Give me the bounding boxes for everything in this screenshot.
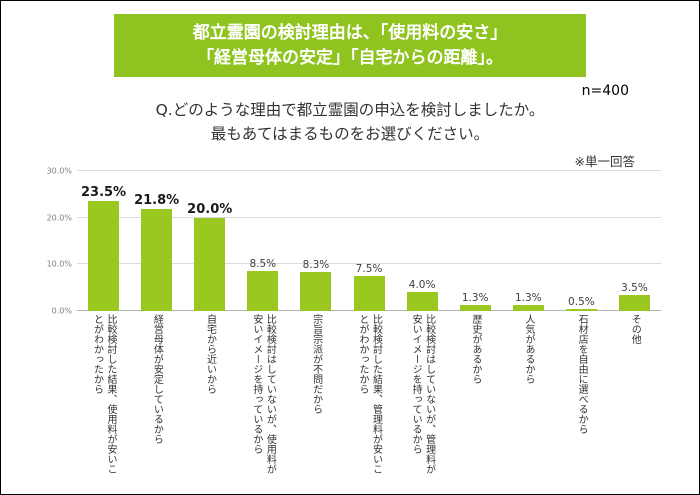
question-title: Q.どのような理由で都立霊園の申込を検討しましたか。 最もあてはまるものをお選び… — [1, 98, 699, 146]
y-axis-tick: 30.0% — [46, 166, 72, 176]
plot-area: 0.0% 10.0% 20.0% 30.0% 23.5% 21.8% 20.0% 8.5% 8… — [47, 167, 661, 316]
bar — [565, 308, 597, 311]
header-banner: 都立霊園の検討理由は、「使用料の安さ」 「経営母体の安定」「自宅からの距離」。 — [114, 14, 586, 78]
bar-value-label: 0.5% — [568, 295, 595, 308]
x-axis-label-text: 石材店を自由に選べるから — [576, 314, 588, 434]
bar-column: 3.5% — [608, 171, 661, 311]
bar-column: 20.0% — [183, 171, 236, 311]
x-axis-label: その他 — [608, 314, 661, 486]
bar-value-label: 1.3% — [514, 291, 542, 304]
single-answer-note: ※単一回答 — [574, 154, 635, 169]
x-axis-label-text: 自宅から近いから — [204, 314, 216, 394]
x-axis-label-text: 歴史があるから — [469, 314, 481, 384]
bar-value-label: 4.0% — [408, 279, 436, 292]
x-axis-label: 宗旨宗派が不問だから — [289, 314, 342, 486]
y-axis-tick: 10.0% — [46, 259, 72, 269]
bar-column: 1.3% — [502, 171, 555, 311]
bar — [141, 209, 173, 311]
bar-column: 7.5% — [342, 171, 395, 311]
bar-value-label: 23.5% — [80, 185, 127, 201]
bar — [618, 294, 650, 311]
x-axis-label: 比較検討はしていないが、管理料が安いイメージを持っているから — [396, 314, 449, 486]
x-axis-label: 石材店を自由に選べるから — [555, 314, 608, 486]
bar-column: 8.3% — [289, 171, 342, 311]
gridline — [77, 170, 661, 171]
bar-value-label: 7.5% — [355, 263, 383, 275]
bar — [300, 272, 332, 311]
x-axis-label-text: 比較検討はしていないが、管理料が安いイメージを持っているから — [410, 314, 435, 474]
x-axis-label: 人気があるから — [502, 314, 555, 486]
bar — [459, 304, 491, 311]
gridline — [77, 216, 661, 218]
sample-size: n=400 — [581, 83, 629, 99]
x-axis-label-text: 経営母体が安定しているから — [151, 314, 163, 444]
bar-column: 21.8% — [130, 171, 183, 311]
bar — [406, 292, 438, 311]
bar-column: 0.5% — [555, 171, 608, 311]
x-axis-labels: 比較検討した結果、使用料が安いことがわかったから 経営母体が安定しているから 自宅か… — [77, 314, 661, 486]
question-line2: 最もあてはまるものをお選びください。 — [210, 125, 490, 144]
bar — [88, 201, 120, 311]
bar — [353, 276, 385, 311]
bar — [512, 304, 544, 311]
gridline — [77, 263, 661, 265]
bar-value-label: 20.0% — [187, 201, 233, 217]
x-axis-label-text: 比較検討した結果、管理料が安いことがわかったから — [357, 314, 382, 474]
x-axis-label-text: 比較検討した結果、使用料が安いことがわかったから — [91, 314, 117, 474]
y-axis-tick: 0.0% — [51, 306, 72, 316]
bar-chart: 0.0% 10.0% 20.0% 30.0% 23.5% 21.8% 20.0% 8.5% 8… — [47, 167, 661, 486]
bars-container: 23.5% 21.8% 20.0% 8.5% 8.3% 7.5% 4.0% 1.3% 1.3% 0… — [77, 171, 661, 311]
bar-value-label: 1.3% — [461, 291, 489, 304]
bar-value-label: 3.5% — [621, 281, 648, 294]
y-axis-tick: 20.0% — [46, 213, 72, 223]
x-axis-label-text: 比較検討はしていないが、使用料が安いイメージを持っているから — [250, 314, 276, 474]
bar-column: 8.5% — [236, 171, 289, 311]
bar-value-label: 21.8% — [134, 193, 180, 209]
x-axis-label-text: 宗旨宗派が不問だから — [310, 314, 322, 414]
x-axis-label-text: 人気があるから — [523, 314, 535, 384]
bar-value-label: 8.3% — [302, 259, 330, 272]
x-axis-label: 自宅から近いから — [183, 314, 236, 486]
bar-value-label: 8.5% — [249, 258, 277, 271]
header-line2: 「経営母体の安定」「自宅からの距離」。 — [197, 47, 503, 68]
x-axis-label: 比較検討した結果、管理料が安いことがわかったから — [342, 314, 395, 486]
x-axis-label: 歴史があるから — [449, 314, 502, 486]
header-line1: 都立霊園の検討理由は、「使用料の安さ」 — [192, 23, 508, 43]
bar — [194, 217, 226, 311]
bar-column: 23.5% — [77, 171, 130, 311]
x-axis-label: 比較検討した結果、使用料が安いことがわかったから — [77, 314, 130, 486]
bar — [247, 271, 279, 311]
x-axis-label-text: その他 — [629, 314, 641, 344]
x-axis-label: 経営母体が安定しているから — [130, 314, 183, 486]
bar-column: 1.3% — [449, 171, 502, 311]
bar-column: 4.0% — [396, 171, 449, 311]
question-line1: Q.どのような理由で都立霊園の申込を検討しましたか。 — [155, 101, 545, 119]
x-axis-label: 比較検討はしていないが、使用料が安いイメージを持っているから — [236, 314, 289, 486]
